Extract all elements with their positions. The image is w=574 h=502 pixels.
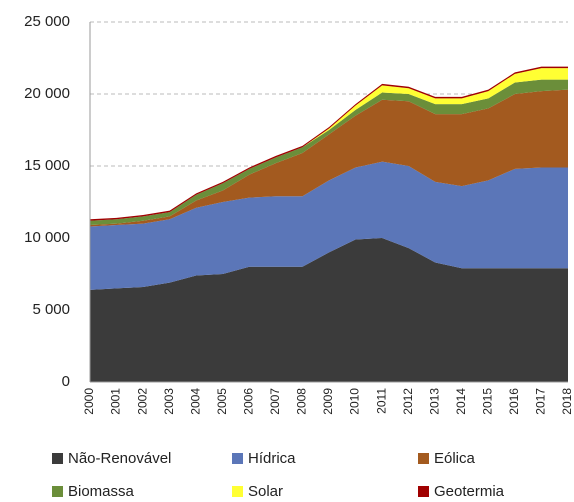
y-tick-label: 5 000 [32,301,70,318]
legend-label: Hídrica [248,450,296,467]
legend-label: Eólica [434,450,476,467]
x-tick-label: 2012 [401,388,415,415]
y-tick-label: 10 000 [24,229,70,246]
legend-swatch [52,453,63,464]
y-tick-label: 20 000 [24,85,70,102]
legend-swatch [232,453,243,464]
x-tick-label: 2004 [188,388,202,415]
legend-swatch [418,453,429,464]
area [90,161,568,290]
x-tick-label: 2009 [321,388,335,415]
x-tick-label: 2014 [454,388,468,415]
legend-label: Biomassa [68,483,135,500]
legend-swatch [52,486,63,497]
x-tick-label: 2018 [560,388,574,415]
x-tick-label: 2002 [135,388,149,415]
legend-swatch [232,486,243,497]
y-tick-label: 0 [62,373,70,390]
legend-label: Geotermia [434,483,505,500]
x-tick-label: 2001 [109,388,123,415]
x-tick-label: 2015 [481,388,495,415]
legend-label: Solar [248,483,283,500]
area [90,89,568,227]
x-tick-label: 2013 [427,388,441,415]
x-tick-label: 2016 [507,388,521,415]
legend-label: Não-Renovável [68,450,171,467]
x-tick-label: 2010 [348,388,362,415]
y-tick-label: 25 000 [24,13,70,30]
legend-swatch [418,486,429,497]
x-tick-label: 2006 [242,388,256,415]
area [90,238,568,382]
x-tick-label: 2005 [215,388,229,415]
x-tick-label: 2017 [534,388,548,415]
x-tick-label: 2008 [295,388,309,415]
x-tick-label: 2011 [374,388,388,414]
x-tick-label: 2000 [82,388,96,415]
y-tick-label: 15 000 [24,157,70,174]
x-tick-label: 2007 [268,388,282,415]
x-tick-label: 2003 [162,388,176,415]
